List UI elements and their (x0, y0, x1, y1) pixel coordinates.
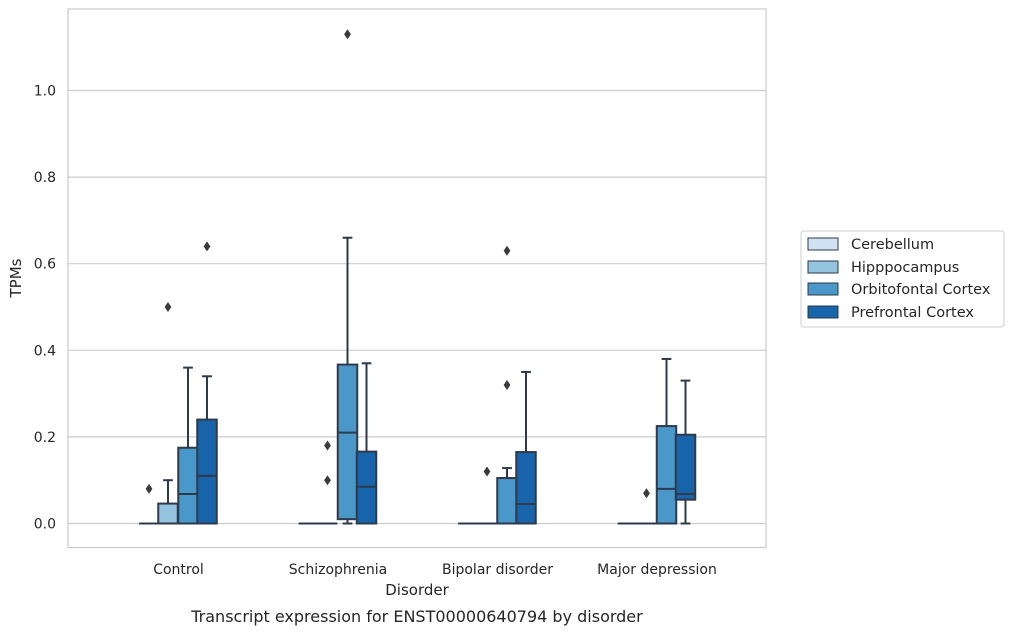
box-major-depression-hipppocampus (636, 488, 657, 525)
outlier-point (344, 29, 351, 40)
legend-entry-hipppocampus: Hipppocampus (807, 260, 959, 276)
x-tick-label: Schizophrenia (289, 562, 387, 578)
chart-caption: Transcript expression for ENST0000064079… (190, 607, 643, 626)
x-tick-labels: Control Schizophrenia Bipolar disorder Majo… (153, 562, 717, 578)
legend-swatch-orbitofontal-cortex (807, 282, 839, 296)
x-axis-title: Disorder (385, 581, 449, 599)
outlier-point (483, 466, 491, 477)
box-control-cerebellum (139, 483, 159, 525)
plot-frame (67, 8, 767, 549)
outlier-point (324, 475, 331, 486)
box-schizophrenia-prefrontal-cortex (355, 362, 378, 525)
legend-entry-cerebellum: Cerebellum (807, 237, 934, 253)
legend-label-prefrontal-cortex: Prefrontal Cortex (851, 305, 974, 321)
y-tick-label: 1.0 (34, 84, 56, 100)
outlier-point (324, 440, 331, 451)
outlier-point (643, 488, 650, 499)
outlier-point (503, 245, 511, 256)
outlier-point (164, 302, 172, 312)
outlier-point (145, 483, 153, 494)
x-tick-label: Major depression (597, 562, 717, 578)
legend: Cerebellum Hipppocampus Orbitofontal Cor… (800, 230, 1005, 328)
legend-label-hipppocampus: Hipppocampus (851, 260, 959, 276)
x-tick-label: Control (153, 562, 204, 578)
outlier-point (203, 241, 211, 252)
y-axis-title: TPMs (7, 258, 25, 298)
outlier-point (503, 379, 511, 390)
box-iqr (196, 418, 218, 525)
box-iqr (515, 451, 537, 525)
box-iqr (336, 363, 359, 521)
legend-label-orbitofontal-cortex: Orbitofontal Cortex (851, 282, 991, 298)
box-iqr (655, 425, 678, 525)
boxes (139, 29, 697, 525)
box-schizophrenia-orbitofontal-cortex (336, 29, 359, 525)
legend-label-cerebellum: Cerebellum (851, 237, 934, 253)
legend-entry-prefrontal-cortex: Prefrontal Cortex (807, 305, 974, 321)
legend-swatch-hipppocampus (807, 260, 839, 274)
box-bipolar-disorder-hipppocampus (477, 466, 497, 525)
y-tick-label: 0.4 (34, 343, 56, 359)
box-major-depression-prefrontal-cortex (674, 379, 697, 525)
y-tick-label: 0.2 (34, 430, 56, 446)
box-iqr (674, 433, 697, 501)
legend-swatch-prefrontal-cortex (807, 305, 839, 319)
legend-entry-orbitofontal-cortex: Orbitofontal Cortex (807, 282, 991, 298)
y-tick-label: 0.6 (34, 257, 56, 273)
legend-frame (800, 230, 1005, 328)
box-schizophrenia-hipppocampus (317, 440, 338, 525)
box-bipolar-disorder-prefrontal-cortex (515, 370, 537, 525)
box-control-prefrontal-cortex (196, 241, 218, 525)
box-iqr (157, 502, 179, 525)
box-iqr (177, 446, 199, 525)
y-tick-label: 0.8 (34, 170, 56, 186)
x-tick-label: Bipolar disorder (442, 562, 553, 578)
y-tick-label: 0.0 (34, 517, 56, 533)
y-tick-labels: 0.0 0.2 0.4 0.6 0.8 1.0 (34, 84, 56, 533)
box-iqr (496, 477, 518, 525)
legend-swatch-cerebellum (807, 237, 839, 251)
